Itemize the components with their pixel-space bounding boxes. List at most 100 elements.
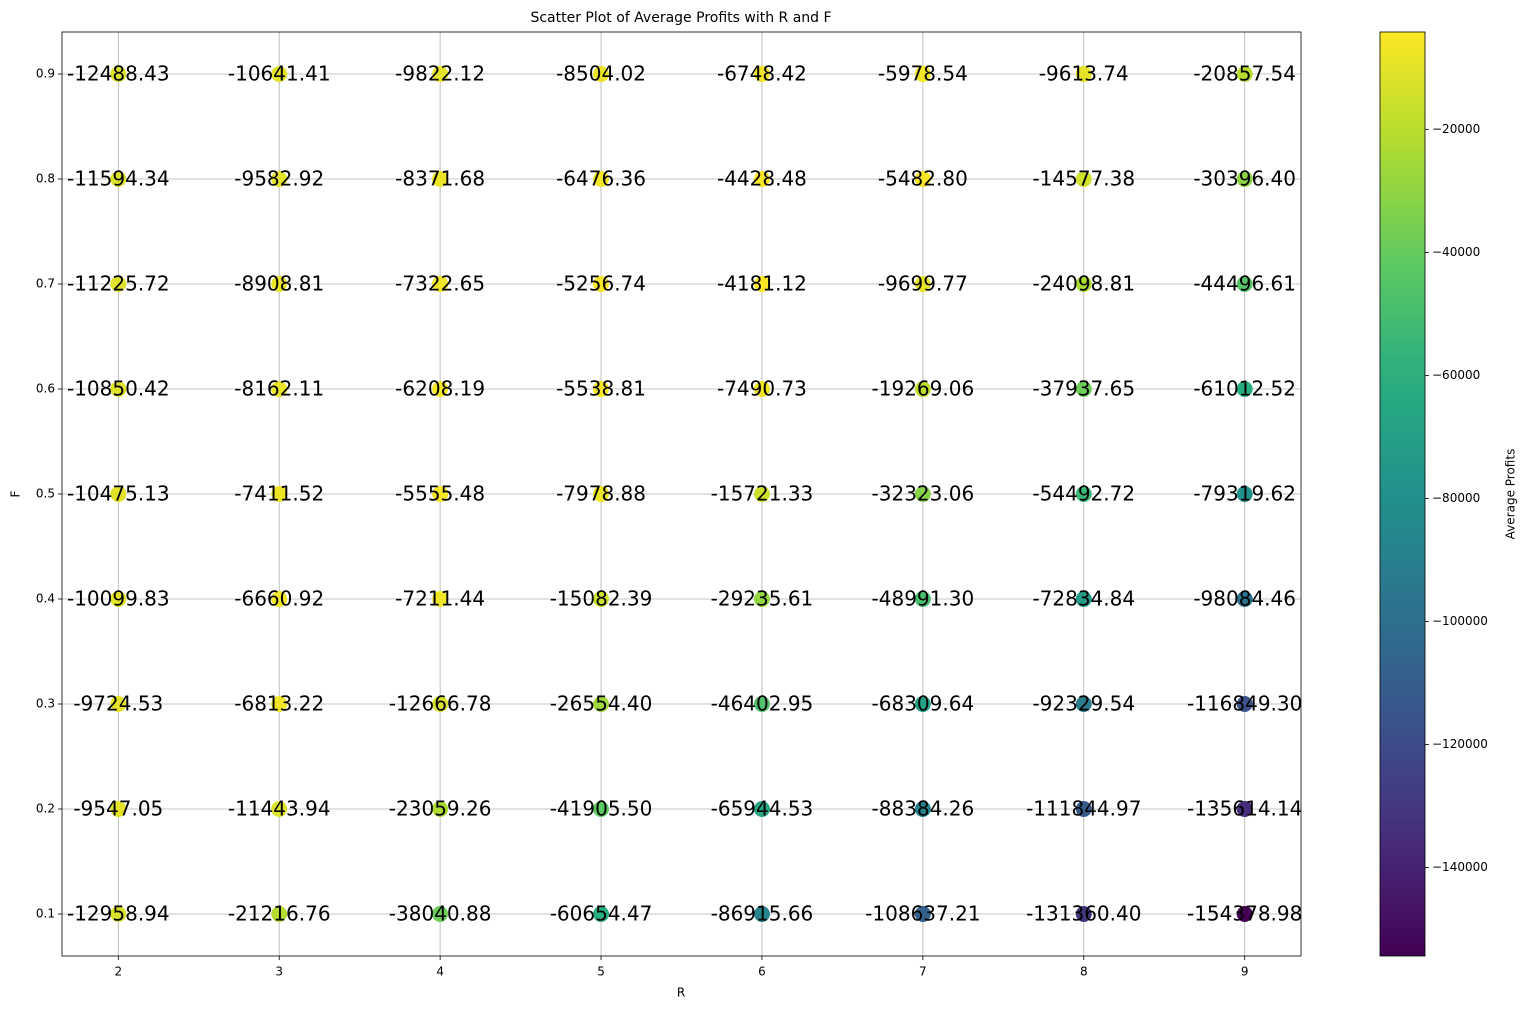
data-label: -41905.50	[550, 797, 653, 821]
point	[593, 276, 610, 292]
data-label: -10641.41	[228, 62, 331, 86]
y-axis-label: F	[9, 490, 23, 497]
data-label: -9613.74	[1039, 62, 1129, 86]
colorbar-label: Average Profits	[1504, 449, 1518, 540]
data-label: -5538.81	[556, 377, 646, 401]
point	[914, 486, 931, 502]
point	[753, 801, 770, 817]
y-tick-label: 0.1	[36, 907, 55, 921]
data-label: -98084.46	[1193, 587, 1296, 611]
labels: -12488.43 -10641.41 -9822.12 -8504.02 -6748.…	[67, 62, 1302, 926]
data-label: -135614.14	[1187, 797, 1302, 821]
point	[753, 906, 770, 922]
data-label: -60654.47	[550, 902, 653, 926]
point	[432, 171, 449, 187]
x-tick-label: 2	[114, 965, 122, 979]
data-label: -116849.30	[1187, 692, 1302, 716]
y-tick-label: 0.8	[36, 172, 55, 186]
point	[593, 801, 610, 817]
point	[432, 486, 449, 502]
point	[1075, 591, 1092, 607]
data-label: -11225.72	[67, 272, 170, 296]
data-label: -4181.12	[717, 272, 807, 296]
point	[432, 276, 449, 292]
data-label: -12488.43	[67, 62, 170, 86]
data-label: -6813.22	[234, 692, 324, 716]
point	[914, 66, 931, 82]
data-label: -68309.64	[872, 692, 975, 716]
data-label: -48991.30	[872, 587, 975, 611]
data-label: -10850.42	[67, 377, 170, 401]
point	[753, 66, 770, 82]
data-label: -44496.61	[1193, 272, 1296, 296]
point	[753, 696, 770, 712]
y-tick-label: 0.2	[36, 802, 55, 816]
point	[271, 66, 288, 82]
data-label: -5978.54	[878, 62, 968, 86]
y-tick-label: 0.7	[36, 277, 55, 291]
data-label: -7211.44	[395, 587, 485, 611]
point	[110, 66, 127, 82]
data-label: -7411.52	[234, 482, 324, 506]
data-label: -7322.65	[395, 272, 485, 296]
data-label: -7978.88	[556, 482, 646, 506]
colorbar-tick-label: −120000	[1432, 737, 1488, 751]
point	[432, 591, 449, 607]
data-label: -6748.42	[717, 62, 807, 86]
data-label: -86915.66	[711, 902, 814, 926]
data-label: -29235.61	[711, 587, 814, 611]
point	[110, 171, 127, 187]
y-tick-label: 0.5	[36, 487, 55, 501]
data-label: -54492.72	[1032, 482, 1135, 506]
y-tick-label: 0.6	[36, 382, 55, 396]
point	[271, 276, 288, 292]
data-label: -131360.40	[1026, 902, 1141, 926]
point	[271, 171, 288, 187]
colorbar-tick-label: −100000	[1432, 614, 1488, 628]
data-label: -4428.48	[717, 167, 807, 191]
data-label: -11443.94	[228, 797, 331, 821]
data-label: -79319.62	[1193, 482, 1296, 506]
data-label: -14577.38	[1032, 167, 1135, 191]
point	[1075, 276, 1092, 292]
point	[593, 486, 610, 502]
data-label: -5256.74	[556, 272, 646, 296]
x-axis-label: R	[677, 986, 685, 1000]
point	[753, 276, 770, 292]
data-label: -8504.02	[556, 62, 646, 86]
point	[110, 276, 127, 292]
point	[753, 486, 770, 502]
point	[1236, 696, 1253, 712]
data-label: -8162.11	[234, 377, 324, 401]
point	[593, 906, 610, 922]
point	[110, 906, 127, 922]
data-label: -38040.88	[389, 902, 492, 926]
data-label: -23059.26	[389, 797, 492, 821]
data-label: -9582.92	[234, 167, 324, 191]
point	[593, 696, 610, 712]
point	[432, 906, 449, 922]
data-label: -19269.06	[872, 377, 975, 401]
point	[110, 486, 127, 502]
point	[1075, 801, 1092, 817]
point	[432, 696, 449, 712]
point	[753, 171, 770, 187]
point	[1075, 486, 1092, 502]
point	[110, 381, 127, 397]
point	[432, 66, 449, 82]
y-tick-label: 0.3	[36, 697, 55, 711]
point	[271, 801, 288, 817]
colorbar-tick-label: −140000	[1432, 860, 1488, 874]
data-label: -30396.40	[1193, 167, 1296, 191]
point	[1075, 171, 1092, 187]
point	[110, 801, 127, 817]
data-label: -111844.97	[1026, 797, 1141, 821]
data-label: -37937.65	[1032, 377, 1135, 401]
point	[753, 591, 770, 607]
point	[271, 591, 288, 607]
colorbar-tick-label: −80000	[1432, 491, 1480, 505]
point	[593, 171, 610, 187]
data-label: -20857.54	[1193, 62, 1296, 86]
data-label: -6476.36	[556, 167, 646, 191]
